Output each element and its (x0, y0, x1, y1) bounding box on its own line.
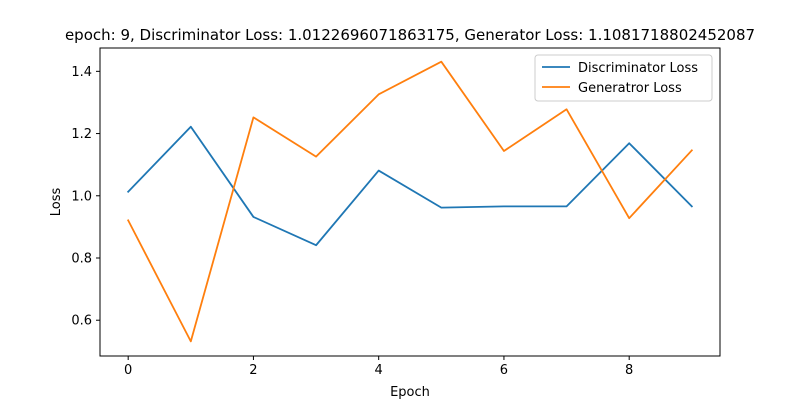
legend: Discriminator Loss Generatror Loss (534, 54, 713, 102)
x-tick-label: 4 (375, 363, 383, 378)
plot-area (99, 47, 721, 357)
legend-frame (534, 54, 713, 102)
legend-label-discriminator: Discriminator Loss (578, 61, 698, 76)
plot-frame (99, 47, 721, 357)
y-axis-label: Loss (49, 188, 64, 217)
generator-loss-line (126, 60, 694, 343)
x-tick-label: 2 (249, 363, 257, 378)
y-tick-label: 0.6 (71, 314, 92, 329)
x-tick-label: 8 (625, 363, 633, 378)
x-tick-label: 0 (124, 363, 132, 378)
x-axis: 0 2 4 6 8 (124, 356, 633, 378)
chart-title: epoch: 9, Discriminator Loss: 1.01226960… (65, 26, 755, 44)
series-layer (126, 60, 694, 343)
x-tick-label: 6 (500, 363, 508, 378)
y-axis: 0.6 0.8 1.0 1.2 1.4 (71, 65, 100, 329)
x-axis-label: Epoch (390, 385, 430, 400)
y-tick-label: 1.2 (71, 127, 92, 142)
y-tick-label: 1.4 (71, 65, 92, 80)
y-tick-label: 1.0 (71, 189, 92, 204)
y-tick-label: 0.8 (71, 252, 92, 267)
legend-label-generator: Generatror Loss (578, 81, 682, 96)
discriminator-loss-line (126, 125, 694, 247)
